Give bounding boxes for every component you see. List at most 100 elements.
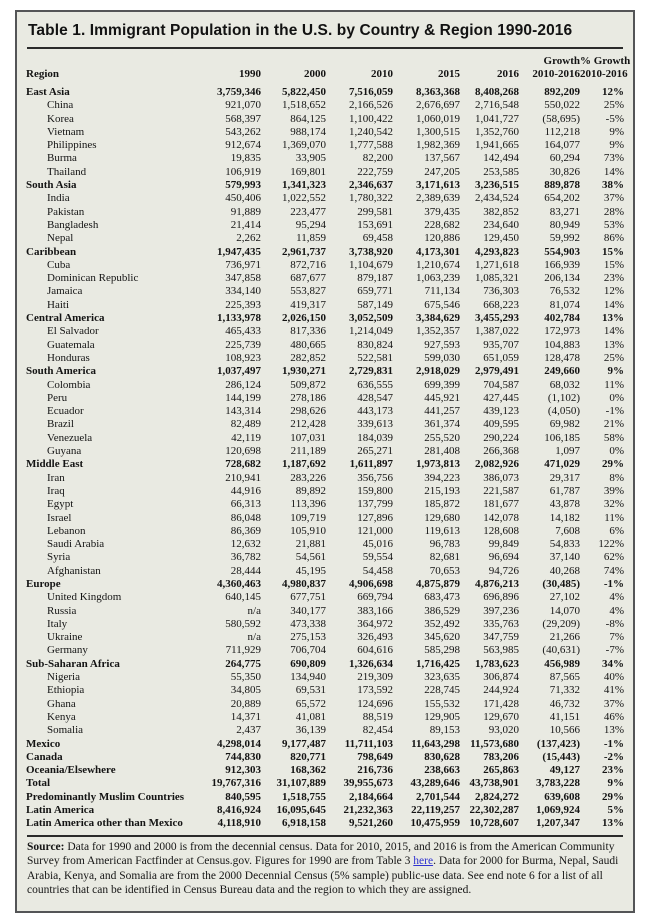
row-label: Brazil bbox=[47, 418, 74, 431]
cell-value: 14% bbox=[603, 298, 624, 311]
cell-value: 7% bbox=[609, 631, 624, 644]
cell-value: 30,826 bbox=[549, 165, 580, 178]
cell-value: 15% bbox=[602, 245, 624, 258]
cell-value: (29,209) bbox=[542, 617, 580, 630]
cell-value: 473,338 bbox=[290, 617, 326, 630]
row-label: Nigeria bbox=[47, 671, 80, 684]
cell-value: 1,300,515 bbox=[416, 125, 460, 138]
table-row: Europe 4,360,463 4,980,837 4,906,698 4,875,8… bbox=[26, 578, 624, 591]
table-row: South Asia 579,993 1,341,323 2,346,637 3,171… bbox=[26, 179, 624, 192]
column-header: 2010 bbox=[371, 68, 393, 80]
row-label: Jamaica bbox=[47, 285, 83, 298]
row-label: Guatemala bbox=[47, 338, 95, 351]
cell-value: 81,074 bbox=[549, 298, 580, 311]
row-label: Vietnam bbox=[47, 125, 85, 138]
table-row: Ethiopia 34,805 69,531 173,592 228,745 244,92… bbox=[26, 684, 624, 697]
cell-value: 9,521,260 bbox=[349, 817, 393, 830]
table-row: Latin America other than Mexico 4,118,910… bbox=[26, 817, 624, 830]
table-row: Colombia 286,124 509,872 636,555 699,399 704,… bbox=[26, 379, 624, 392]
cell-value: 9,177,487 bbox=[282, 737, 326, 750]
row-label: Burma bbox=[47, 152, 77, 165]
cell-value: 265,271 bbox=[357, 445, 393, 458]
cell-value: 4,980,837 bbox=[282, 577, 326, 590]
cell-value: 34,805 bbox=[230, 684, 261, 697]
cell-value: 306,874 bbox=[483, 671, 519, 684]
cell-value: 37,140 bbox=[549, 551, 580, 564]
row-label: Pakistan bbox=[47, 205, 85, 218]
cell-value: 11,643,298 bbox=[411, 737, 460, 750]
cell-value: 215,193 bbox=[424, 484, 460, 497]
cell-value: 382,852 bbox=[483, 205, 519, 218]
cell-value: 212,428 bbox=[290, 418, 326, 431]
cell-value: 66,313 bbox=[230, 498, 261, 511]
row-label: India bbox=[47, 192, 70, 205]
cell-value: 428,547 bbox=[357, 391, 393, 404]
cell-value: 335,763 bbox=[483, 617, 519, 630]
source-here-link[interactable]: here bbox=[413, 855, 434, 868]
cell-value: 39% bbox=[603, 484, 624, 497]
table-row: Egypt 66,313 113,396 137,799 185,872 181,677 4… bbox=[26, 498, 624, 511]
cell-value: 155,532 bbox=[424, 697, 460, 710]
cell-value: 1,352,760 bbox=[475, 125, 519, 138]
cell-value: 13% bbox=[602, 817, 624, 830]
cell-value: 347,759 bbox=[483, 631, 519, 644]
cell-value: 222,759 bbox=[357, 165, 393, 178]
column-header: Region bbox=[26, 68, 59, 80]
cell-value: 290,224 bbox=[483, 431, 519, 444]
cell-value: 2,716,548 bbox=[475, 99, 519, 112]
cell-value: 1,097 bbox=[555, 445, 580, 458]
cell-value: 32% bbox=[603, 498, 624, 511]
cell-value: 14,182 bbox=[549, 511, 580, 524]
cell-value: 1,100,422 bbox=[349, 112, 393, 125]
cell-value: 604,616 bbox=[357, 644, 393, 657]
cell-value: 6,918,158 bbox=[282, 817, 326, 830]
source-text-after-link: . Data for 2000 for Burma, Nepal, Saudi … bbox=[27, 855, 619, 897]
cell-value: 283,226 bbox=[290, 471, 326, 484]
cell-value: 234,640 bbox=[483, 218, 519, 231]
cell-value: 91,889 bbox=[230, 205, 261, 218]
cell-value: 228,745 bbox=[424, 684, 460, 697]
cell-value: 509,872 bbox=[290, 378, 326, 391]
cell-value: 142,494 bbox=[483, 152, 519, 165]
row-label: Lebanon bbox=[47, 524, 86, 537]
cell-value: 364,972 bbox=[357, 617, 393, 630]
row-label: Russia bbox=[47, 604, 77, 617]
cell-value: 379,435 bbox=[424, 205, 460, 218]
cell-value: 3,384,629 bbox=[416, 312, 460, 325]
cell-value: 480,665 bbox=[290, 338, 326, 351]
table-row: Ukraine n/a 275,153 326,493 345,620 347,759 21… bbox=[26, 631, 624, 644]
cell-value: 120,886 bbox=[424, 232, 460, 245]
table-row: Canada 744,830 820,771 798,649 830,628 783,20… bbox=[26, 751, 624, 764]
table-row: Peru 144,199 278,186 428,547 445,921 427,445 (… bbox=[26, 392, 624, 405]
cell-value: 39,955,673 bbox=[343, 777, 394, 790]
cell-value: 4,293,823 bbox=[475, 245, 519, 258]
cell-value: 238,663 bbox=[424, 764, 460, 777]
table-row: United Kingdom 640,145 677,751 669,794 683,4… bbox=[26, 591, 624, 604]
row-label: Dominican Republic bbox=[47, 272, 139, 285]
cell-value: 1,518,755 bbox=[282, 790, 326, 803]
cell-value: 352,492 bbox=[424, 617, 460, 630]
cell-value: 54,833 bbox=[549, 538, 580, 551]
table-row: Afghanistan 28,444 45,195 54,458 70,653 94,72… bbox=[26, 565, 624, 578]
table-row: Guyana 120,698 211,189 265,271 281,408 266,36… bbox=[26, 445, 624, 458]
cell-value: (40,631) bbox=[542, 644, 580, 657]
cell-value: 113,396 bbox=[290, 498, 326, 511]
cell-value: 14,371 bbox=[230, 710, 261, 723]
cell-value: (1,102) bbox=[547, 391, 580, 404]
cell-value: 25% bbox=[603, 351, 624, 364]
column-header: % Growth 2010-2016 bbox=[580, 55, 631, 80]
cell-value: 2,961,737 bbox=[282, 245, 326, 258]
row-label: Kenya bbox=[47, 710, 76, 723]
table-row: Total 19,767,316 31,107,889 39,955,673 43,28… bbox=[26, 777, 624, 790]
cell-value: 105,910 bbox=[290, 524, 326, 537]
row-label: Peru bbox=[47, 391, 68, 404]
cell-value: 219,309 bbox=[357, 671, 393, 684]
cell-value: 82,200 bbox=[362, 152, 393, 165]
cell-value: 7,608 bbox=[555, 524, 580, 537]
cell-value: 82,454 bbox=[362, 724, 393, 737]
cell-value: 683,473 bbox=[424, 591, 460, 604]
cell-value: 54,561 bbox=[295, 551, 326, 564]
cell-value: 19,767,316 bbox=[211, 777, 262, 790]
cell-value: 2,262 bbox=[236, 232, 261, 245]
cell-value: 68,032 bbox=[549, 378, 580, 391]
